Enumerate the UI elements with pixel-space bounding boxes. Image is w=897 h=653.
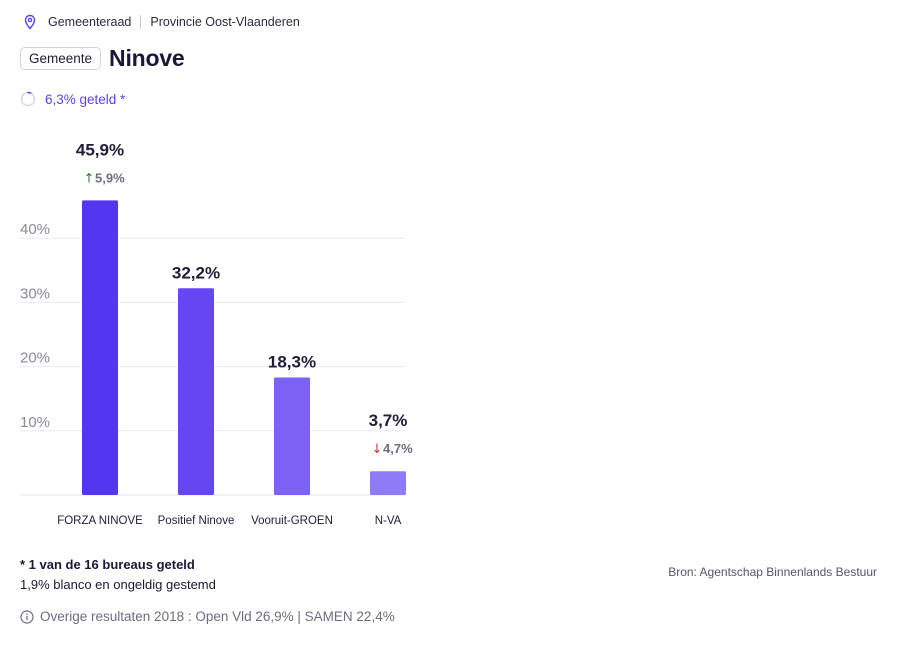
progress-label: 6,3% geteld * bbox=[45, 91, 126, 107]
municipality-badge: Gemeente bbox=[20, 47, 102, 70]
x-category-label: FORZA NINOVE bbox=[57, 515, 143, 527]
bar-value-label: 45,9% bbox=[76, 140, 124, 159]
title-row: Gemeente Ninove bbox=[20, 45, 185, 72]
bar bbox=[178, 288, 214, 495]
bar bbox=[370, 471, 406, 495]
results-bar-chart: 10% 20% 30% 40% 45,9% ↑ 5,9% FORZA NINOVE 32,2% P… bbox=[20, 140, 413, 527]
breadcrumb-level[interactable]: Gemeenteraad bbox=[48, 15, 132, 29]
bar-change-label: 4,7% bbox=[383, 441, 413, 456]
x-category-label: Vooruit-GROEN bbox=[251, 515, 333, 527]
bar-value-label: 32,2% bbox=[172, 263, 220, 282]
bar-value-label: 18,3% bbox=[268, 353, 316, 372]
progress-ring-icon bbox=[20, 91, 36, 107]
blank-votes-note: 1,9% blanco en ongeldig gestemd bbox=[20, 577, 216, 592]
arrow-down-icon: ↓ bbox=[372, 442, 383, 457]
count-progress: 6,3% geteld * bbox=[20, 91, 125, 107]
info-icon bbox=[20, 609, 34, 624]
breadcrumb: Gemeenteraad Provincie Oost-Vlaanderen bbox=[22, 14, 300, 30]
other-results: Overige resultaten 2018 : Open Vld 26,9%… bbox=[20, 609, 395, 624]
y-tick-label: 30% bbox=[20, 285, 50, 302]
arrow-up-icon: ↑ bbox=[84, 171, 95, 186]
breadcrumb-separator bbox=[140, 15, 142, 29]
bar bbox=[82, 200, 118, 495]
bar-change-label: 5,9% bbox=[95, 170, 125, 185]
bar-value-label: 3,7% bbox=[369, 411, 408, 430]
breadcrumb-province[interactable]: Provincie Oost-Vlaanderen bbox=[150, 15, 300, 29]
footnotes: * 1 van de 16 bureaus geteld 1,9% blanco… bbox=[20, 555, 216, 595]
y-tick-label: 40% bbox=[20, 221, 50, 238]
page-title: Ninove bbox=[109, 45, 185, 71]
location-pin-icon bbox=[24, 14, 36, 30]
counted-note: * 1 van de 16 bureaus geteld bbox=[20, 557, 195, 572]
source-note: Bron: Agentschap Binnenlands Bestuur bbox=[668, 565, 877, 579]
x-category-label: N-VA bbox=[375, 515, 402, 527]
other-results-label: Overige resultaten 2018 : Open Vld 26,9%… bbox=[40, 609, 395, 624]
x-category-label: Positief Ninove bbox=[158, 515, 235, 527]
bar bbox=[274, 377, 310, 495]
y-tick-label: 20% bbox=[20, 350, 50, 367]
y-tick-label: 10% bbox=[20, 414, 50, 431]
